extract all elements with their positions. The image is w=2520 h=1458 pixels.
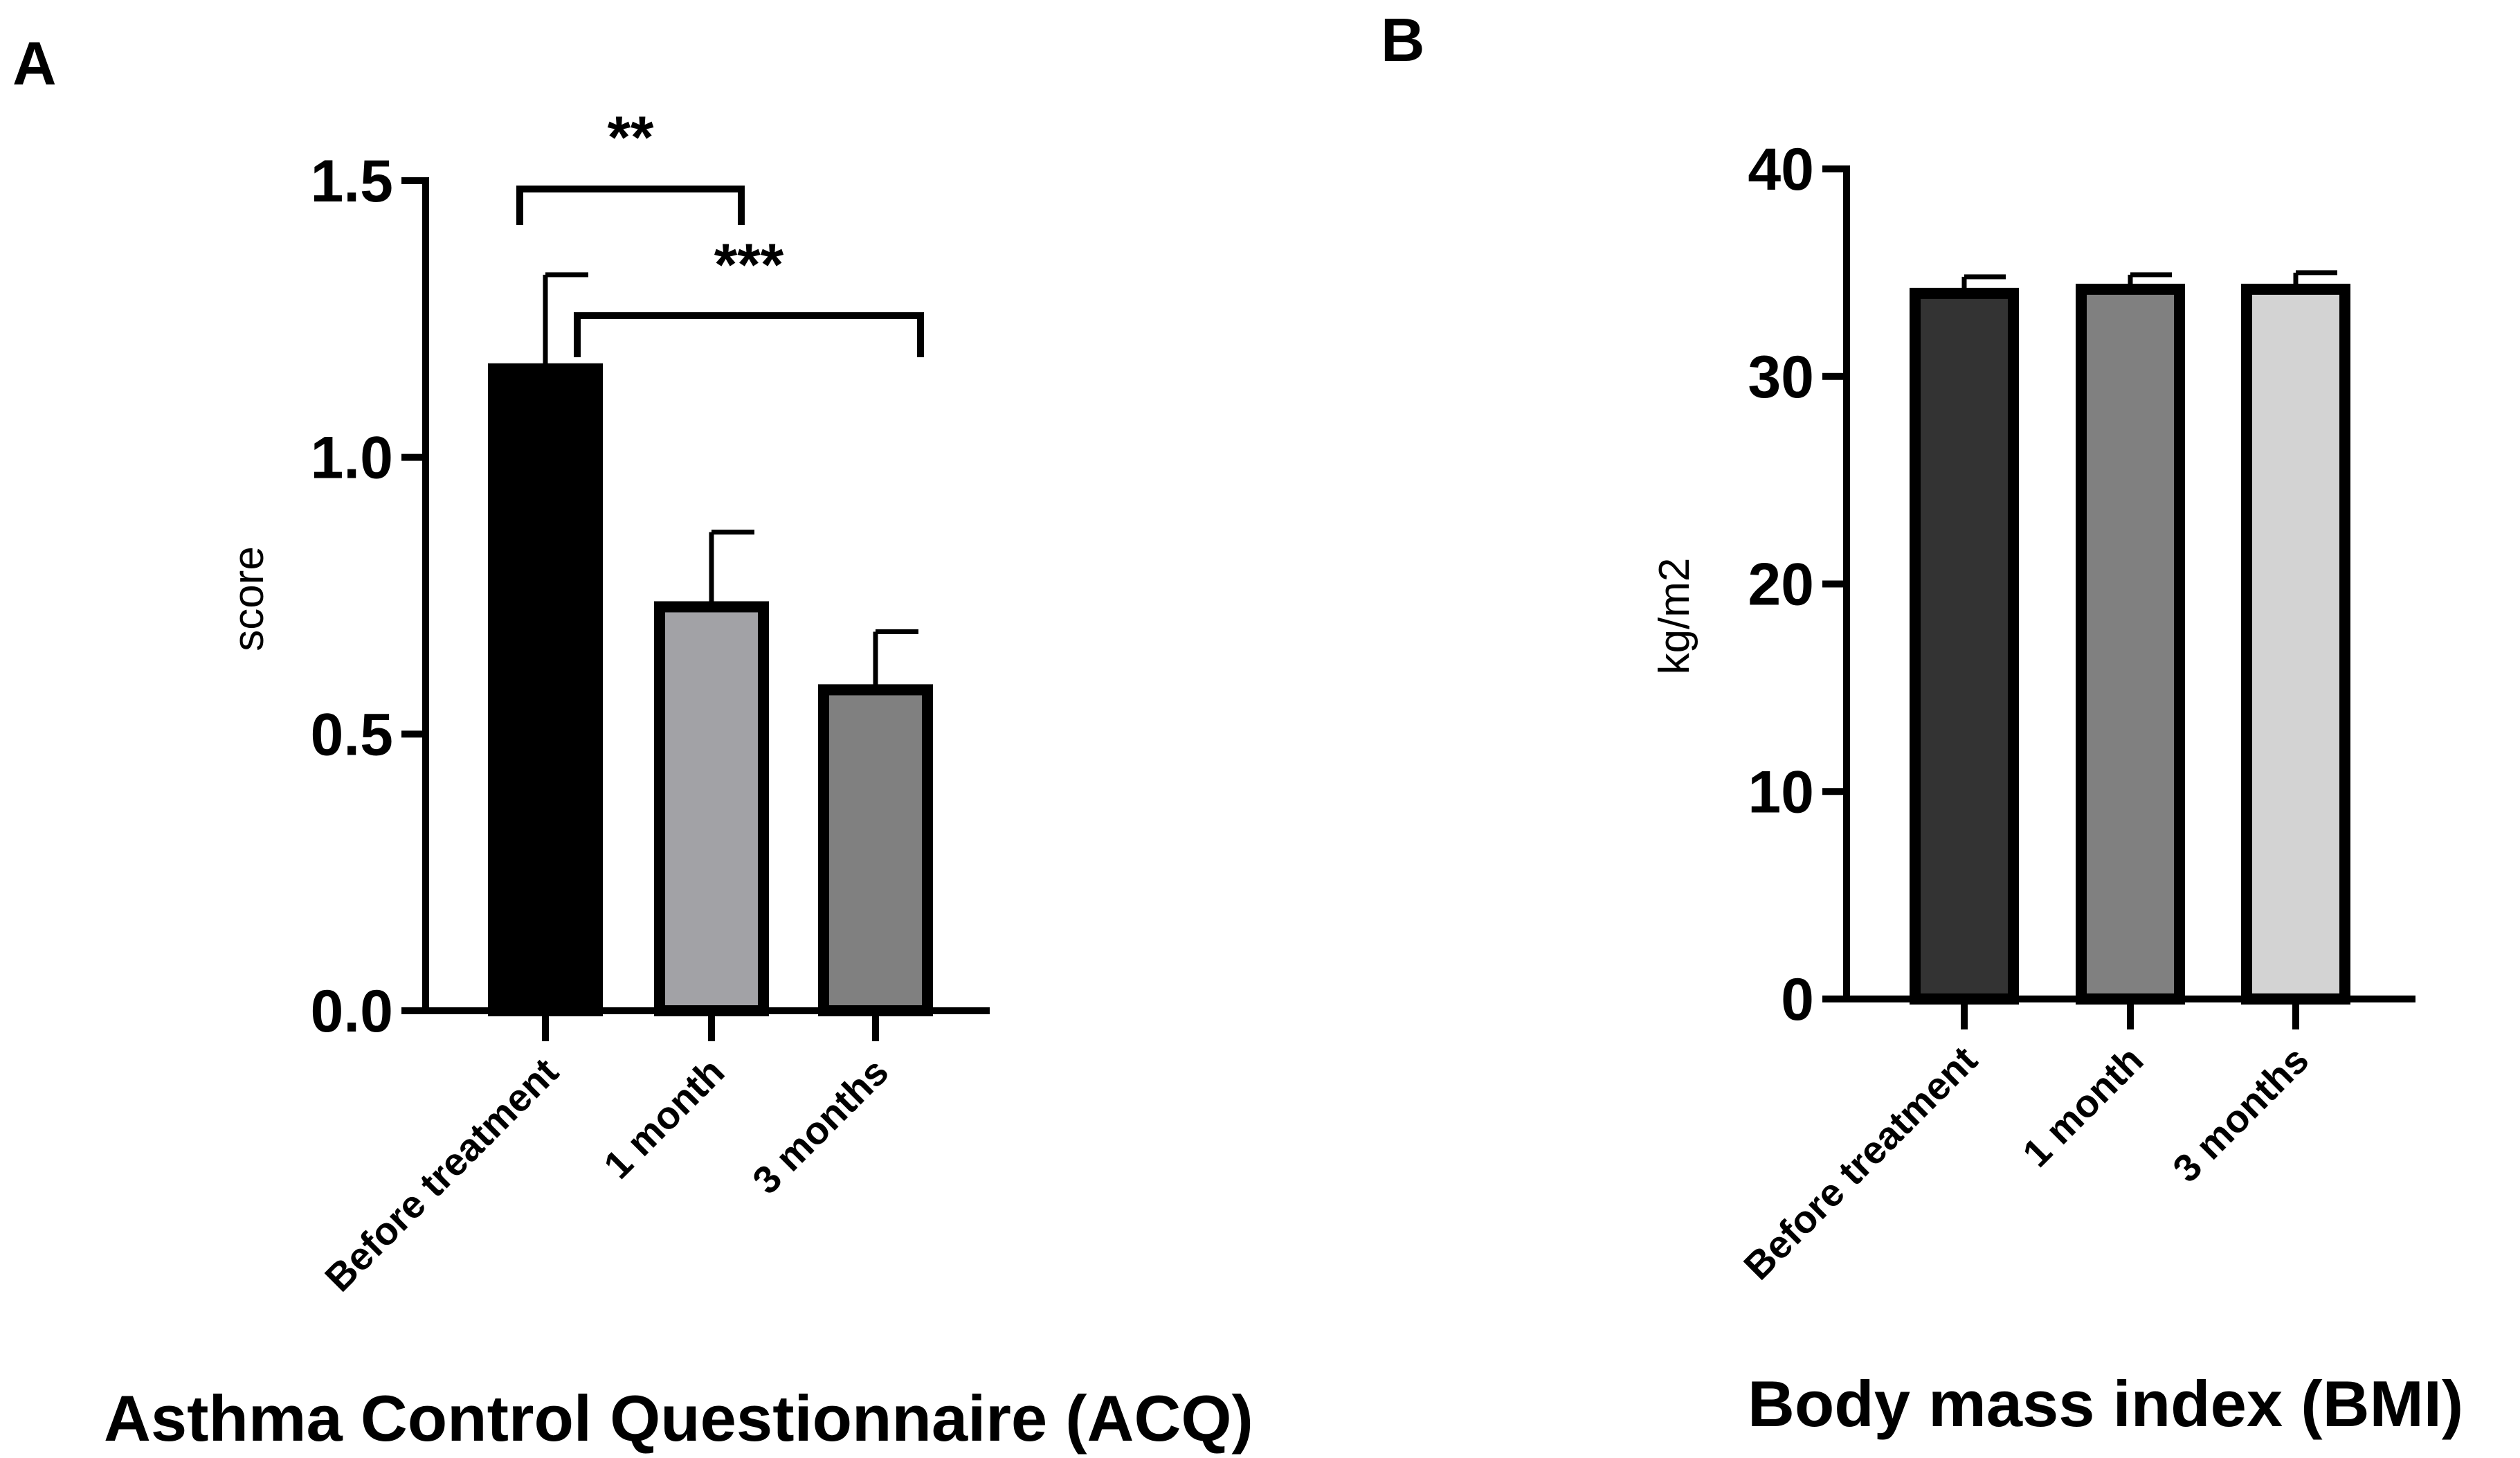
acq-category-label-3-months: 3 months [744, 1050, 897, 1203]
panel-a-letter: A [12, 29, 57, 98]
acq-category-label-1-month: 1 month [595, 1050, 733, 1187]
acq-significance-label: *** [714, 232, 784, 298]
bmi-category-label-before-treatment: Before treatment [1735, 1038, 1985, 1288]
bmi-y-tick-label: 30 [1748, 344, 1814, 411]
acq-significance-bracket [574, 312, 924, 357]
acq-category-labels: Before treatment 1 month 3 months [316, 1011, 896, 1299]
acq-bar-3-months [818, 684, 933, 1016]
bmi-category-label-3-months: 3 months [2164, 1038, 2317, 1191]
acq-bar-before-treatment [488, 363, 603, 1016]
acq-y-axis-label: score [225, 546, 273, 651]
bmi-y-tick-label: 40 [1748, 136, 1814, 203]
bmi-error-bars [1961, 270, 2337, 294]
bmi-y-axis-label: kg/m2 [1651, 558, 1698, 675]
acq-significance-brackets: ***** [516, 105, 924, 357]
acq-significance-label: ** [608, 105, 654, 171]
bmi-y-tick-label: 10 [1748, 759, 1814, 825]
acq-axes [422, 177, 990, 1014]
acq-y-tick-label: 1.5 [310, 148, 393, 215]
bmi-bar-1-month [2076, 283, 2185, 1005]
bmi-category-label-1-month: 1 month [2014, 1038, 2152, 1176]
acq-y-tick-label: 1.0 [310, 425, 393, 492]
bmi-y-tick-label: 20 [1748, 552, 1814, 618]
acq-y-ticks: 0.0 0.5 1.0 1.5 [310, 148, 426, 1045]
panel-b-bmi-chart: B 0 10 20 30 40 Before treatment 1 month 3 mon… [1381, 6, 2463, 1440]
bmi-y-tick-label: 0 [1781, 966, 1814, 1033]
acq-y-tick-label: 0.0 [310, 978, 393, 1045]
panel-b-letter: B [1381, 6, 1425, 74]
acq-error-bars [543, 272, 918, 690]
acq-bar-1-month [654, 601, 769, 1016]
acq-category-label-before-treatment: Before treatment [316, 1050, 566, 1299]
panel-a-acq-chart: A 0.0 0.5 1.0 1.5 Before treatment 1 month 3 … [12, 29, 1253, 1455]
bmi-chart-title: Body mass index (BMI) [1748, 1367, 2463, 1440]
bmi-bar-3-months [2241, 283, 2350, 1005]
acq-chart-title: Asthma Control Questionnaire (ACQ) [104, 1382, 1253, 1455]
acq-significance-bracket [516, 186, 745, 225]
bmi-bars [1910, 283, 2350, 1005]
bmi-bar-before-treatment [1910, 287, 2019, 1005]
acq-bars [488, 363, 933, 1016]
acq-y-tick-label: 0.5 [310, 701, 393, 768]
bmi-category-labels: Before treatment 1 month 3 months [1735, 999, 2317, 1288]
bmi-y-ticks: 0 10 20 30 40 [1748, 136, 1847, 1033]
